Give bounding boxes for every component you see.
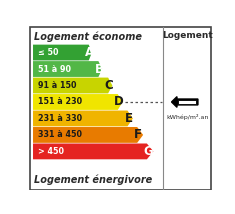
Text: 51 à 90: 51 à 90 <box>39 64 71 74</box>
Polygon shape <box>33 45 92 60</box>
Text: ≤ 50: ≤ 50 <box>39 48 59 57</box>
Polygon shape <box>33 94 123 110</box>
FancyBboxPatch shape <box>178 100 196 104</box>
Text: E: E <box>124 112 132 125</box>
Polygon shape <box>172 97 198 107</box>
Text: Logement énergivore: Logement énergivore <box>34 174 152 185</box>
Text: 91 à 150: 91 à 150 <box>39 81 77 90</box>
Text: F: F <box>134 128 142 141</box>
FancyBboxPatch shape <box>30 27 211 190</box>
Text: 151 à 230: 151 à 230 <box>39 97 83 107</box>
Polygon shape <box>33 61 102 77</box>
Text: A: A <box>85 46 94 59</box>
Text: G: G <box>143 145 153 158</box>
Polygon shape <box>33 127 143 143</box>
Text: Logement: Logement <box>162 31 213 40</box>
Text: kWhép/m².an: kWhép/m².an <box>166 114 209 120</box>
Polygon shape <box>33 111 133 126</box>
Text: B: B <box>95 62 104 76</box>
Text: 331 à 450: 331 à 450 <box>39 130 82 140</box>
Text: 231 à 330: 231 à 330 <box>39 114 83 123</box>
Text: D: D <box>114 95 124 108</box>
Text: > 450: > 450 <box>39 147 64 156</box>
Polygon shape <box>33 144 153 159</box>
Text: C: C <box>105 79 114 92</box>
Polygon shape <box>33 78 112 93</box>
Text: Logement économe: Logement économe <box>34 31 142 42</box>
